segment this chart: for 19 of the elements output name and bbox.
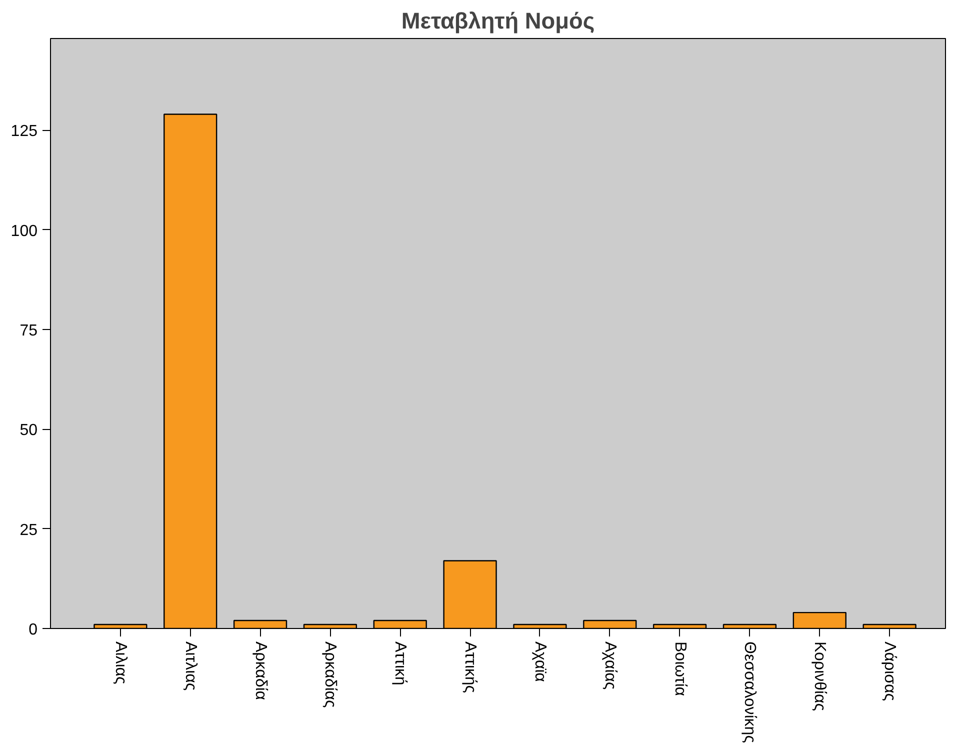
y-tick-label: 100 [10,222,38,240]
x-tick-label: Αττική [392,642,409,686]
x-tick-label: Θεσσαλονίκης [741,642,758,744]
x-tick-label: Κορινθίας [811,642,828,712]
x-tick-label: Αιτλιας [182,642,199,691]
y-tick-label: 75 [20,322,38,340]
x-tick-label: Αχαϊα [531,642,548,682]
x-tick-label: Αττικής [462,642,479,694]
y-tick-label: 125 [10,123,38,140]
x-tick-label: Αρκαδίας [322,642,339,708]
chart-title: Μεταβλητή Νομός [401,8,595,34]
y-tick-label: 0 [28,622,38,638]
x-tick-label: Αχαίας [601,642,618,690]
x-tick-label: Αιλιας [112,642,129,685]
x-tick-label: Λάρισας [881,642,898,702]
y-tick-label: 25 [20,522,38,539]
y-tick-label: 50 [20,422,38,440]
x-tick-label: Βοιωτία [671,642,688,696]
x-tick-label: Αρκαδία [252,642,269,700]
